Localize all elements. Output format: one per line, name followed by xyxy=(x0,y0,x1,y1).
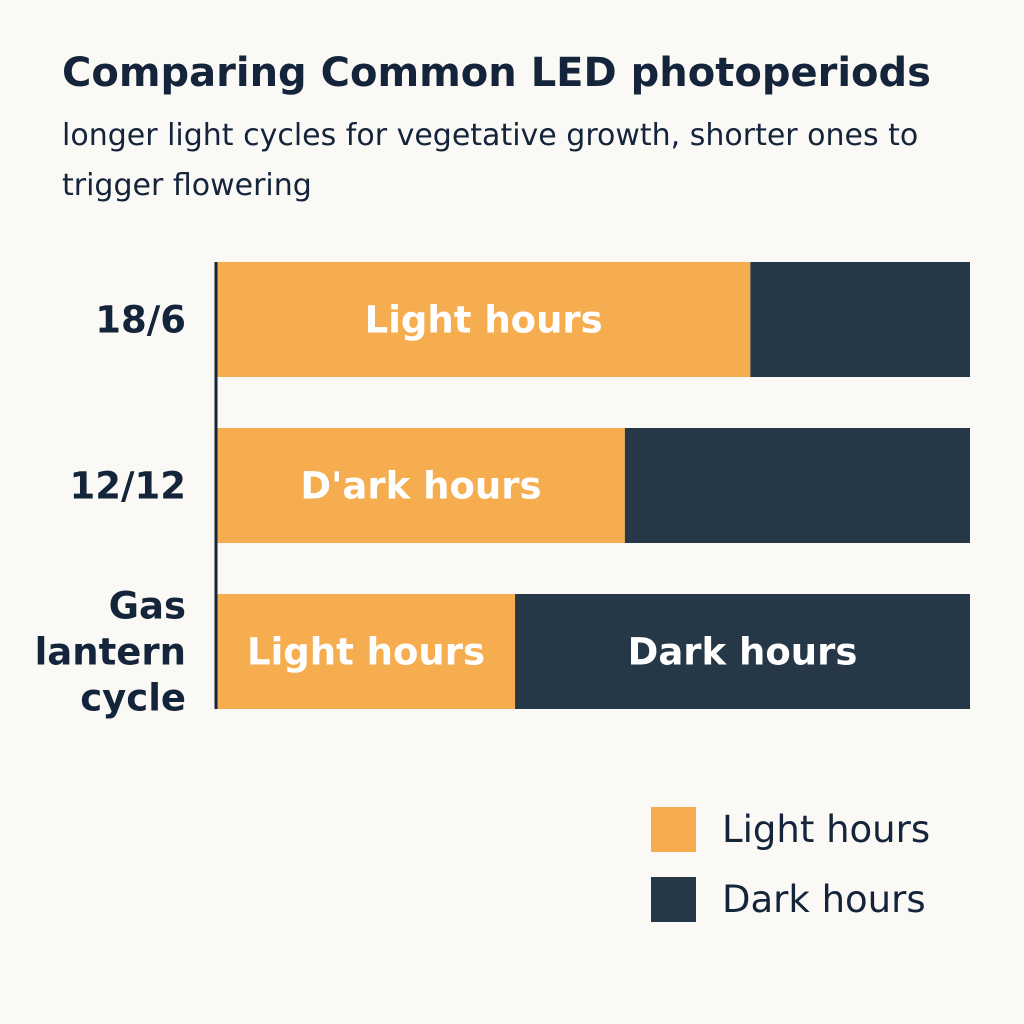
legend-swatch-dark xyxy=(651,876,696,922)
bar-light-1 xyxy=(217,428,625,543)
bar-light-0 xyxy=(217,262,751,377)
bar-dark-2 xyxy=(515,594,970,709)
category-label-0: 18/6 xyxy=(95,299,186,342)
legend-item-light: Light hours xyxy=(651,806,930,852)
chart-title: Comparing Common LED photoperiods xyxy=(62,50,931,96)
segment-label-1-0: D'ark hours xyxy=(300,465,541,508)
segment-label-2-0: Light hours xyxy=(247,631,485,674)
segment-label-0-0: Light hours xyxy=(365,299,603,342)
legend: Light hours Dark hours xyxy=(651,806,930,946)
legend-label-light: Light hours xyxy=(722,807,931,851)
bar-light-2 xyxy=(217,594,516,709)
chart-subtitle: longer light cycles for vegetative growt… xyxy=(62,118,919,203)
category-label-2: Gas lantern cycle xyxy=(35,585,186,720)
bar-dark-1 xyxy=(624,428,970,543)
legend-swatch-light xyxy=(651,806,696,852)
segment-label-2-1: Dark hours xyxy=(628,631,858,674)
legend-item-dark: Dark hours xyxy=(651,876,930,922)
legend-label-dark: Dark hours xyxy=(722,877,926,921)
category-label-1: 12/12 xyxy=(70,465,187,508)
bar-dark-0 xyxy=(750,262,970,377)
